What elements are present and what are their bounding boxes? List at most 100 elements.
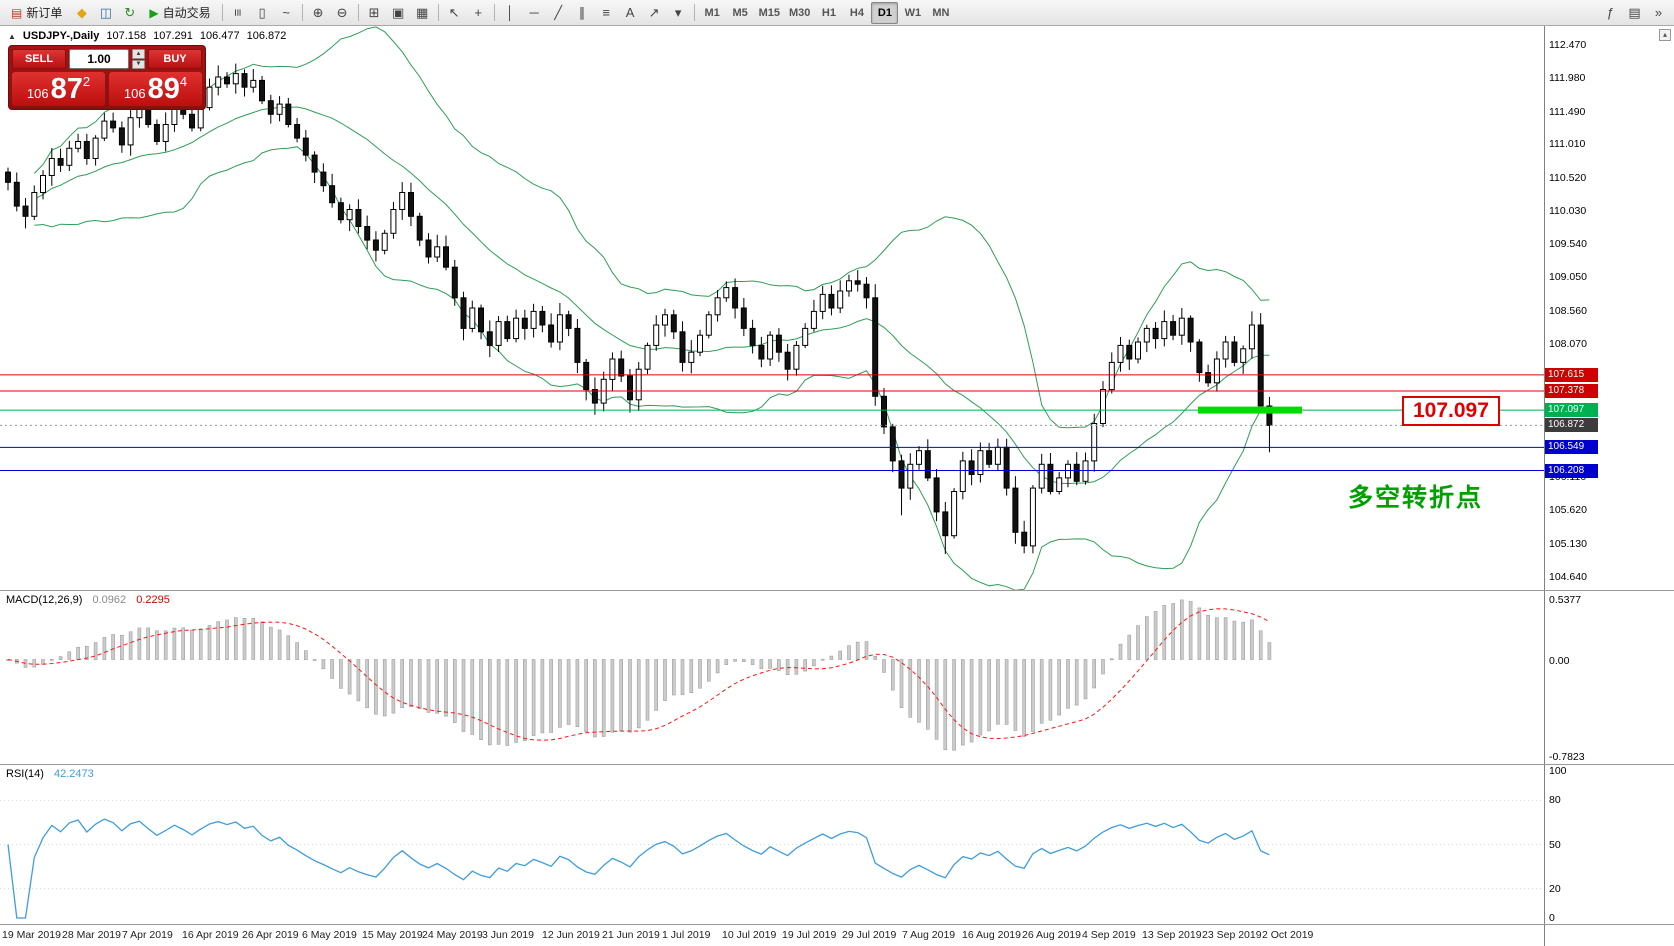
date-label: 23 Sep 2019 [1202, 929, 1262, 941]
timeframe-m5-button[interactable]: M5 [732, 6, 748, 19]
zoom-out-icon[interactable]: ⊖ [331, 2, 354, 24]
price-axis-label: 104.640 [1549, 571, 1587, 584]
window-list-icon-glyph-icon: ▤ [1628, 5, 1641, 20]
date-label: 10 Jul 2019 [722, 929, 777, 941]
price-axis-label: 109.050 [1549, 271, 1587, 284]
price-tag-107.097: 107.097 [1545, 403, 1598, 418]
cursor-icon[interactable]: ↖ [443, 2, 466, 24]
volume-input[interactable]: 1.00 [69, 49, 129, 69]
cascade-windows-icon[interactable]: ▣ [387, 2, 410, 24]
date-label: 16 Aug 2019 [962, 929, 1021, 941]
support-price-label[interactable]: 107.097 [1402, 396, 1500, 427]
text-icon[interactable]: A [619, 2, 642, 24]
toolbar-separator [221, 4, 223, 21]
ohlc-high: 107.291 [153, 30, 193, 42]
price-axis-label: 109.540 [1549, 238, 1587, 251]
cascade-windows-icon-glyph-icon: ▣ [391, 5, 405, 20]
rsi-info-row: RSI(14) 42.2473 [6, 768, 94, 780]
new-order-button[interactable]: ▤ 新订单 [4, 2, 69, 24]
time-axis[interactable]: 19 Mar 2019 28 Mar 2019 7 Apr 2019 16 Apr 2… [0, 924, 1544, 946]
chart-profiles-icon[interactable]: ◆ [70, 2, 93, 24]
toolbar-more-icon[interactable]: » [1647, 2, 1670, 24]
date-label: 1 Jul 2019 [662, 929, 711, 941]
date-label: 12 Jun 2019 [542, 929, 600, 941]
rsi-value: 42.2473 [53, 768, 94, 780]
timeframe-h4-button[interactable]: H4 [849, 6, 864, 19]
date-label: 2 Oct 2019 [1262, 929, 1314, 941]
buy-price-display[interactable]: 106 89 4 [109, 72, 202, 106]
horizontal-line-icon[interactable]: ─ [523, 2, 546, 24]
toolbar-separator [437, 4, 439, 21]
price-tag-106.549: 106.549 [1545, 440, 1598, 455]
vertical-line-icon[interactable]: │ [499, 2, 522, 24]
line-chart-icon[interactable]: ~ [275, 2, 298, 24]
date-label: 15 May 2019 [362, 929, 423, 941]
price-axis-label: 110.520 [1549, 171, 1587, 184]
date-label: 16 Apr 2019 [182, 929, 239, 941]
price-tag-107.615: 107.615 [1545, 367, 1598, 382]
candlestick-chart-icon[interactable]: ▯ [251, 2, 274, 24]
collapse-arrow-icon[interactable]: ▲ [8, 31, 16, 41]
macd-axis-zero: 0.00 [1549, 654, 1570, 667]
buy-button[interactable]: BUY [148, 49, 202, 69]
macd-label: MACD(12,26,9) [6, 594, 83, 606]
date-label: 28 Mar 2019 [62, 929, 121, 941]
sell-price-display[interactable]: 106 87 2 [12, 72, 105, 106]
timeframe-m1-button[interactable]: M1 [704, 6, 720, 19]
bar-chart-icon[interactable]: ≡ [227, 2, 250, 24]
symbol-info: ▲ USDJPY-,Daily 107.158 107.291 106.477 … [8, 30, 286, 42]
trendline-icon[interactable]: ╱ [547, 2, 570, 24]
price-axis[interactable]: 0.5377 0.00 -0.7823 112.470 111.980 111.49… [1544, 26, 1674, 946]
candlestick-chart-icon-glyph-icon: ▯ [258, 5, 266, 20]
date-label: 26 Aug 2019 [1022, 929, 1081, 941]
arrow-tool-icon[interactable]: ↗ [643, 2, 666, 24]
timeframe-m30-button[interactable]: M30 [789, 6, 811, 19]
sell-button[interactable]: SELL [12, 49, 66, 69]
rsi-axis-label: 0 [1549, 912, 1555, 924]
refresh-icon[interactable]: ↻ [118, 2, 141, 24]
date-label: 21 Jun 2019 [602, 929, 660, 941]
date-label: 26 Apr 2019 [242, 929, 299, 941]
window-list-icon[interactable]: ▤ [1623, 2, 1646, 24]
pane-separator[interactable] [0, 590, 1674, 591]
volume-down-button[interactable]: ▼ [132, 59, 145, 69]
arrow-tool-icon-glyph-icon: ↗ [648, 5, 660, 20]
fibonacci-icon[interactable]: ≡ [595, 2, 618, 24]
timeframe-h1-button[interactable]: H1 [821, 6, 836, 19]
date-label: 6 May 2019 [302, 929, 357, 941]
channel-icon[interactable]: ∥ [571, 2, 594, 24]
indicators-icon-glyph-icon: ƒ [1606, 5, 1615, 20]
date-label: 7 Apr 2019 [122, 929, 173, 941]
chart-profiles-icon-glyph-icon: ◆ [76, 5, 87, 20]
date-label: 24 May 2019 [422, 929, 483, 941]
horizontal-line-icon-glyph-icon: ─ [529, 5, 539, 20]
price-tag-107.378: 107.378 [1545, 384, 1598, 399]
line-chart-icon-glyph-icon: ~ [282, 5, 290, 20]
rsi-pane-canvas[interactable] [0, 765, 1544, 924]
toolbar: ▤ 新订单 ◆ ◫ ↻ ▶ 自动交易 ≡ ▯ ~ ⊕ ⊖ ⊞ ▣ ▦ ↖ + │ ─ ╱ ∥ ≡ A ↗ ▾ M1 M5 M15 M30… [0, 0, 1674, 26]
crosshair-icon[interactable]: + [467, 2, 490, 24]
toolbar-separator [493, 4, 495, 21]
chart-scroll-up-button[interactable]: ▴ [1659, 29, 1671, 41]
timeframe-w1-button[interactable]: W1 [904, 6, 922, 19]
main-chart-canvas[interactable] [0, 26, 1544, 590]
market-watch-icon[interactable]: ◫ [94, 2, 117, 24]
tile-windows-icon[interactable]: ⊞ [363, 2, 386, 24]
turning-point-annotation[interactable]: 多空转折点 [1348, 484, 1484, 512]
indicators-icon[interactable]: ƒ [1599, 2, 1622, 24]
volume-up-button[interactable]: ▲ [132, 49, 145, 59]
autotrading-button[interactable]: ▶ 自动交易 [142, 2, 217, 24]
refresh-icon-glyph-icon: ↻ [124, 5, 136, 20]
shapes-dropdown-icon[interactable]: ▾ [667, 2, 690, 24]
macd-pane-canvas[interactable] [0, 591, 1544, 764]
pane-separator[interactable] [0, 764, 1674, 765]
arrange-windows-icon[interactable]: ▦ [411, 2, 434, 24]
timeframe-m15-button[interactable]: M15 [758, 6, 781, 19]
timeframe-mn-button[interactable]: MN [932, 6, 950, 19]
zoom-in-icon[interactable]: ⊕ [307, 2, 330, 24]
vertical-line-icon-glyph-icon: │ [506, 5, 515, 20]
timeframe-d1-button[interactable]: D1 [871, 1, 899, 24]
toolbar-separator [301, 4, 303, 21]
macd-axis-max: 0.5377 [1549, 594, 1582, 606]
toolbar-separator [357, 4, 359, 21]
